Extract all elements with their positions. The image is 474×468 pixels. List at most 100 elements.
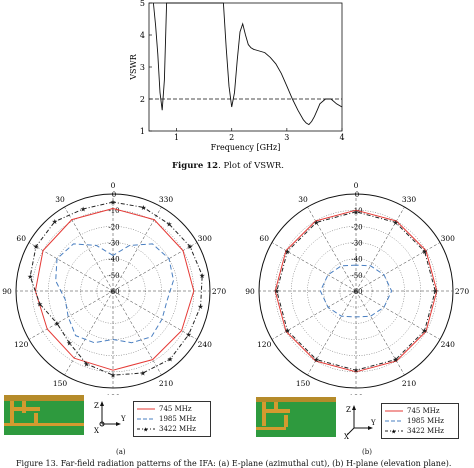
coordinate-axes-icon-b: Z Y X [344, 405, 376, 440]
polar-star-marker: ★ [37, 300, 43, 308]
angle-tick-label: 330 [159, 195, 174, 204]
polar-star-marker: ★ [27, 273, 33, 281]
polar-star-marker: ★ [83, 360, 89, 368]
polar-star-marker: ★ [284, 327, 290, 335]
x-tick-label: 2 [229, 133, 234, 142]
polar-star-marker: ★ [392, 219, 398, 227]
radial-tick-label: 0 [112, 191, 116, 199]
angle-tick-label: 240 [441, 340, 456, 349]
svg-text:★: ★ [143, 427, 148, 433]
angle-tick-label: 90 [2, 287, 12, 296]
plot-frame [148, 2, 343, 132]
polar-star-marker: ★ [197, 303, 203, 311]
figure-12-caption: Figure 12. Plot of VSWR. [172, 161, 284, 171]
polar-star-marker: ★ [66, 340, 72, 348]
angle-tick-label: 0 [111, 181, 116, 190]
figure-13-caption: Figure 13. Far-field radiation patterns … [16, 459, 452, 468]
angle-tick-label: 60 [16, 234, 26, 243]
legend-label: 3422 MHz [159, 425, 196, 433]
angle-tick-label: 330 [402, 195, 417, 204]
polar-star-marker: ★ [54, 320, 60, 328]
angle-tick-label: 150 [53, 379, 68, 388]
radial-tick-label: -30 [351, 240, 362, 248]
radial-tick-label: -50 [351, 272, 362, 280]
legend-label: 3422 MHz [407, 427, 444, 435]
polar-star-marker: ★ [392, 356, 398, 364]
legend-item-1985: 1985 MHz [137, 414, 206, 424]
vswr-chart: 1 2 3 4 5 1 2 3 4 VSWR Frequency [GHz] [129, 0, 345, 152]
panel-label-a: (a) [116, 448, 126, 456]
axis-x-label: X [344, 433, 349, 440]
angle-tick-label: 30 [298, 195, 308, 204]
polar-series-3422-mhz [29, 201, 203, 376]
polar-chart-a: 0 30 60 90 120 150 180 210 240 270 300 330 0 -10 -20 -3… [2, 181, 226, 395]
polar-star-marker: ★ [166, 221, 172, 229]
polar-star-marker: ★ [140, 204, 146, 212]
polar-spoke [64, 290, 114, 376]
polar-star-marker: ★ [274, 288, 280, 296]
polar-star-marker: ★ [284, 248, 290, 256]
y-tick-label: 5 [140, 0, 145, 8]
radial-tick-label: -20 [351, 223, 362, 231]
polar-grid-circle [64, 242, 162, 340]
angle-tick-label: 120 [14, 340, 29, 349]
y-tick-label: 4 [140, 31, 145, 40]
legend-item-745: 745 MHz [385, 406, 454, 416]
polar-star-marker: ★ [199, 272, 205, 280]
angle-tick-label: 240 [198, 340, 213, 349]
polar-spoke [112, 290, 162, 376]
legend-label: 1985 MHz [407, 417, 444, 425]
polar-series-1985-mhz [319, 264, 393, 318]
x-tick-label: 1 [174, 133, 179, 142]
axis-x-label: X [94, 427, 99, 434]
x-tick-label: 3 [284, 133, 289, 142]
polar-star-marker: ★ [110, 199, 116, 207]
y-axis-label: VSWR [129, 53, 138, 80]
polar-star-marker: ★ [33, 243, 39, 251]
radial-tick-label: -60 [108, 288, 119, 296]
polar-star-marker: ★ [80, 205, 86, 213]
radial-tick-label: -20 [108, 223, 119, 231]
axis-z-label: Z [346, 406, 351, 414]
antenna-pcb-image-a [4, 395, 84, 435]
legend-a: 745 MHz 1985 MHz ★ 3422 MHz [133, 401, 211, 437]
polar-spoke [112, 242, 198, 292]
svg-text:★: ★ [391, 429, 396, 435]
x-axis-label: Frequency [GHz] [211, 143, 281, 152]
polar-spoke [64, 206, 114, 292]
radial-tick-label: -10 [108, 207, 119, 215]
polar-star-marker: ★ [187, 243, 193, 251]
polar-star-marker: ★ [421, 327, 427, 335]
antenna-pcb-image-b [256, 397, 336, 437]
vswr-series-line [152, 2, 343, 126]
panel-label-b: (b) [362, 448, 372, 456]
legend-item-1985: 1985 MHz [385, 416, 454, 426]
legend-item-3422: ★ 3422 MHz [385, 426, 454, 436]
angle-tick-label: 90 [245, 287, 255, 296]
radial-tick-label: -30 [108, 240, 119, 248]
angle-tick-label: 270 [455, 287, 470, 296]
angle-tick-label: 0 [354, 181, 359, 190]
polar-series-745-mhz [34, 208, 195, 371]
polar-star-marker: ★ [140, 370, 146, 378]
axis-y-label: Y [120, 415, 126, 423]
radial-tick-label: -10 [351, 207, 362, 215]
y-tick-label: 3 [140, 63, 145, 72]
legend-item-745: 745 MHz [137, 404, 206, 414]
polar-grid-circle [48, 226, 178, 356]
angle-tick-label: 210 [402, 379, 417, 388]
radial-tick-label: 0 [355, 191, 359, 199]
angle-tick-label: 150 [296, 379, 311, 388]
radial-tick-label: -60 [351, 288, 362, 296]
y-tick-label: 2 [140, 95, 145, 104]
coordinate-axes-icon-a: Z Y X [94, 401, 126, 434]
polar-spoke [112, 206, 162, 292]
legend-label: 745 MHz [407, 407, 440, 415]
polar-spoke [28, 290, 114, 340]
angle-tick-label: 60 [259, 234, 269, 243]
polar-series-3422-mhz [276, 211, 436, 371]
y-tick-label: 1 [140, 127, 145, 136]
polar-star-marker: ★ [167, 356, 173, 364]
figure-12-text: . Plot of VSWR. [218, 161, 284, 171]
angle-tick-label: 30 [55, 195, 65, 204]
